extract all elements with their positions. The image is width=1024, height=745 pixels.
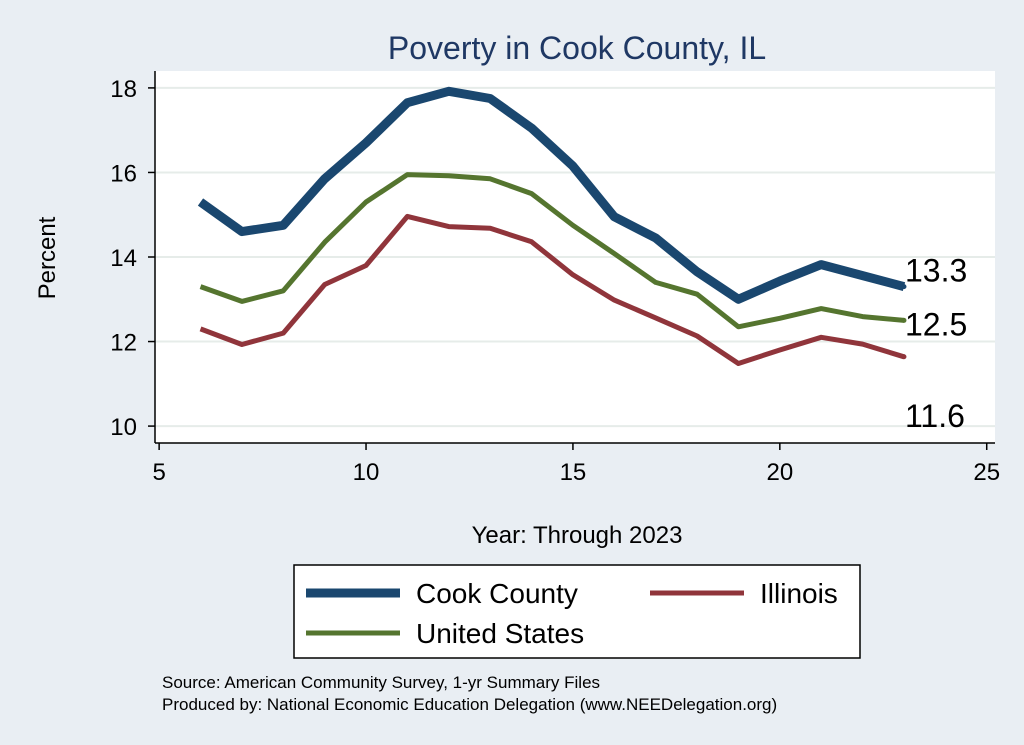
x-tick-label-15: 15	[560, 459, 587, 486]
x-tick-label-5: 5	[152, 459, 165, 486]
y-tick-label-10: 10	[110, 414, 137, 441]
end-labels: 13.3 12.5 11.6	[905, 253, 967, 434]
source-note: Source: American Community Survey, 1-yr …	[162, 673, 600, 692]
series-lines	[197, 86, 907, 366]
x-tick-label-25: 25	[973, 459, 1000, 486]
axes: 10 12 14 16 18 5 10 15 20 25	[110, 71, 1000, 486]
series-line-cook-county	[197, 86, 906, 304]
series-end-point-cook-county	[901, 284, 907, 290]
y-tick-label-18: 18	[110, 76, 137, 103]
legend-box	[293, 564, 861, 659]
producer-note: Produced by: National Economic Education…	[162, 695, 777, 714]
y-axis-title: Percent	[34, 216, 61, 299]
end-label-illinois: 11.6	[905, 398, 965, 434]
y-tick-label-14: 14	[110, 245, 137, 272]
series-end-point-united-states	[901, 317, 907, 323]
legend-label-united-states: United States	[416, 618, 584, 649]
x-axis-title: Year: Through 2023	[472, 522, 683, 549]
legend-label-illinois: Illinois	[760, 578, 838, 609]
series-end-point-illinois	[901, 354, 907, 360]
y-tick-label-16: 16	[110, 160, 137, 187]
series-line-united-states	[199, 172, 905, 330]
x-tick-label-20: 20	[766, 459, 793, 486]
chart-title: Poverty in Cook County, IL	[388, 30, 766, 66]
legend: Cook County Illinois United States	[293, 564, 861, 659]
legend-label-cook-county: Cook County	[416, 578, 578, 609]
end-label-united-states: 12.5	[905, 306, 967, 342]
x-tick-label-10: 10	[353, 459, 380, 486]
y-tick-label-12: 12	[110, 330, 137, 357]
end-label-cook-county: 13.3	[905, 253, 967, 289]
series-line-illinois	[199, 213, 905, 366]
